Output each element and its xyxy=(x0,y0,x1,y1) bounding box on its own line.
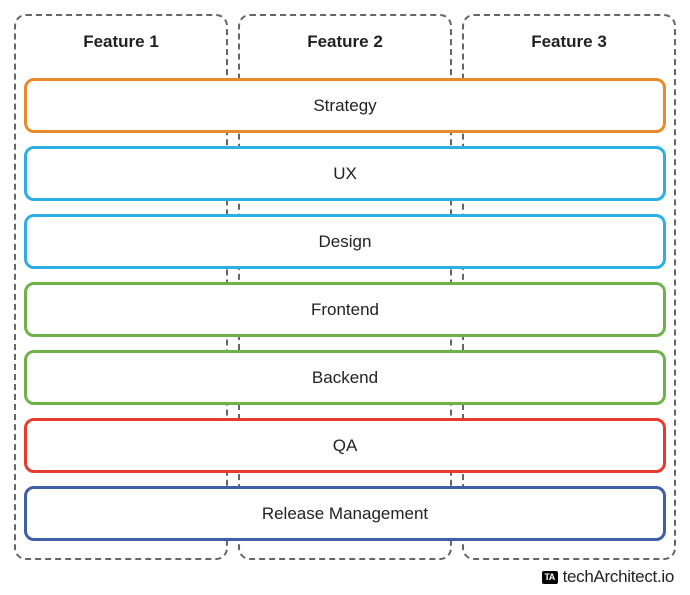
layer-row-frontend: Frontend xyxy=(24,282,666,337)
layer-label: Frontend xyxy=(311,300,379,320)
layer-row-backend: Backend xyxy=(24,350,666,405)
layer-label: QA xyxy=(333,436,358,456)
layer-label: UX xyxy=(333,164,357,184)
layer-row-strategy: Strategy xyxy=(24,78,666,133)
layer-label: Release Management xyxy=(262,504,428,524)
feature-header: Feature 2 xyxy=(240,32,450,52)
layer-row-qa: QA xyxy=(24,418,666,473)
brand-text: techArchitect.io xyxy=(563,567,674,587)
layer-row-design: Design xyxy=(24,214,666,269)
site-brand: TA techArchitect.io xyxy=(542,567,674,587)
layer-label: Design xyxy=(319,232,372,252)
layer-row-release-management: Release Management xyxy=(24,486,666,541)
brand-badge-icon: TA xyxy=(542,571,558,584)
layer-label: Backend xyxy=(312,368,378,388)
layer-label: Strategy xyxy=(313,96,376,116)
feature-header: Feature 1 xyxy=(16,32,226,52)
feature-header: Feature 3 xyxy=(464,32,674,52)
diagram-container: Feature 1 Feature 2 Feature 3 Strategy U… xyxy=(0,0,690,595)
layer-row-ux: UX xyxy=(24,146,666,201)
